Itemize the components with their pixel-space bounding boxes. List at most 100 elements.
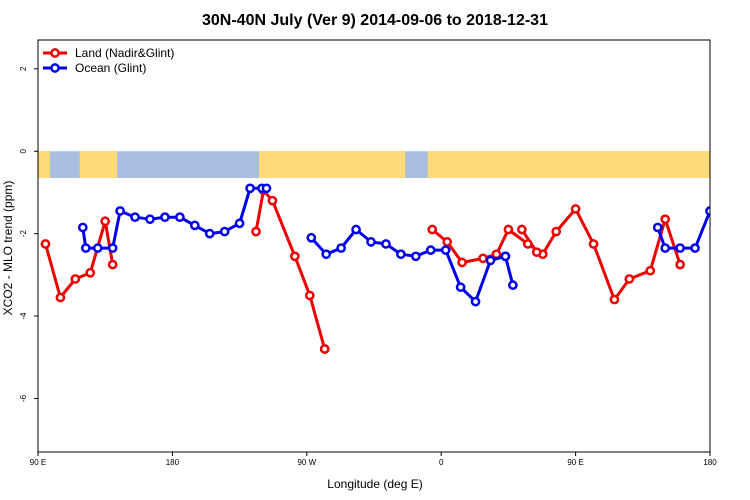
series-1-point-0-5: [130, 212, 140, 223]
series-1-point-0-6: [145, 214, 155, 225]
x-tick-label-5: 180: [703, 458, 717, 467]
series-1-point-1-11: [470, 296, 481, 307]
series-1-point-0-4: [115, 206, 125, 216]
series-1-point-0-15: [261, 183, 272, 194]
series-1-point-3-1: [660, 243, 671, 253]
series-0-point-1-0: [251, 226, 261, 237]
x-tick-label-4: 90 E: [567, 458, 583, 467]
series-1-point-1-8: [425, 245, 436, 255]
x-tick-label-3: 0: [439, 458, 444, 467]
series-0-line-0: [44, 219, 115, 299]
x-axis: 90 E 180 90 W 0 90 E 180: [30, 452, 717, 467]
series-1-point-1-10: [455, 282, 466, 293]
y-tick-label-1: 0: [19, 148, 28, 153]
series-0-point-2-9: [570, 204, 581, 214]
series-0-point-0-0: [40, 239, 51, 249]
series-1-point-1-0: [306, 232, 317, 243]
series-0-point-2-8: [551, 226, 562, 237]
series-1-point-3-3: [690, 243, 700, 253]
series-0-point-0-1: [55, 292, 66, 303]
chart-title: 30N-40N July (Ver 9) 2014-09-06 to 2018-…: [202, 12, 548, 29]
series-0-point-0-5: [107, 259, 118, 270]
series-1-point-0-10: [204, 228, 215, 239]
series-0-point-0-3: [85, 267, 96, 278]
legend-marker-0: [50, 48, 60, 58]
x-tick-label-0: 90 E: [30, 458, 46, 467]
series-1-point-3-5: [721, 212, 728, 219]
series-0-point-3-1: [516, 224, 527, 235]
series-0-point-2-14: [660, 214, 671, 225]
series-0-point-3-0: [531, 247, 542, 258]
series-0-point-2-10: [588, 239, 599, 249]
x-tick-label-1: 180: [166, 458, 180, 467]
y-tick-label-4: -6: [19, 394, 28, 402]
legend-label-1: Ocean (Glint): [75, 61, 146, 75]
series-1-point-0-3: [107, 243, 118, 253]
series-0-point-2-11: [609, 294, 620, 305]
series-1-point-3-0: [652, 222, 663, 233]
series-0-line-1: [254, 188, 327, 350]
y-tick-label-2: -2: [19, 230, 28, 238]
series-1-point-0-11: [219, 226, 230, 237]
series-1-point-0-8: [175, 212, 185, 223]
series-0-point-2-6: [522, 239, 533, 249]
map-strip: [38, 151, 710, 179]
series-1-point-1-12: [485, 255, 496, 266]
x-tick-label-2: 90 W: [297, 458, 316, 467]
legend: Land (Nadir&Glint)Ocean (Glint): [43, 46, 174, 75]
map-strip-land-2: [259, 151, 406, 179]
series-0-point-2-3: [478, 253, 488, 264]
series-1-point-1-6: [396, 249, 406, 260]
series-0-point-2-0: [427, 224, 438, 235]
series-1-point-0-7: [160, 212, 170, 223]
y-tick-label-0: 2: [19, 66, 28, 71]
x-axis-label: Longitude (deg E): [327, 477, 422, 491]
series-0-point-1-2: [267, 195, 278, 206]
series-1-point-0-2: [92, 243, 103, 253]
series-1-point-0-12: [234, 218, 245, 229]
series-0-point-0-2: [70, 274, 81, 284]
series-1-point-3-6: [736, 216, 743, 223]
series-0-point-2-13: [645, 265, 656, 276]
series-0-point-0-4: [100, 216, 111, 227]
series-1-point-1-2: [336, 243, 346, 253]
series-1-point-0-0: [77, 222, 88, 233]
map-strip-land-0: [38, 151, 50, 179]
series-0-point-2-15: [675, 259, 685, 270]
series-1-point-3-4: [705, 206, 710, 216]
plot-frame: [37, 39, 711, 453]
series-1-line-0: [81, 186, 267, 250]
series-1-point-1-1: [321, 249, 332, 260]
series-1-line-1: [310, 228, 506, 304]
series-0-line-2: [431, 207, 682, 302]
series-1-point-0-9: [189, 220, 200, 231]
series-1-point-2-1: [508, 280, 518, 290]
series-1-point-0-1: [80, 243, 91, 253]
series-1-point-1-7: [410, 251, 421, 262]
series-0-point-2-2: [457, 257, 467, 268]
series-0-point-1-3: [290, 251, 300, 262]
y-tick-label-3: -4: [19, 312, 28, 320]
series-0: [40, 185, 685, 354]
series-1-point-0-13: [245, 183, 255, 194]
series-1: [77, 183, 743, 307]
map-strip-land-4: [521, 151, 710, 179]
series-0-point-2-1: [442, 237, 453, 247]
series-layer: [40, 183, 743, 354]
y-axis-label: XCO2 - MLO trend (ppm): [1, 181, 15, 316]
series-1-point-2-0: [500, 251, 511, 262]
series-0-point-2-5: [503, 224, 514, 235]
series-1-point-1-4: [366, 237, 376, 247]
series-1-point-1-3: [351, 224, 361, 235]
map-strip-land-3: [427, 151, 524, 179]
legend-label-0: Land (Nadir&Glint): [75, 46, 174, 60]
series-1-point-3-2: [675, 243, 685, 253]
series-1-point-1-9: [440, 245, 451, 255]
series-0-point-1-4: [304, 290, 315, 301]
map-strip-land-1: [79, 151, 118, 179]
legend-marker-1: [50, 63, 60, 73]
series-0-point-1-6: [319, 344, 330, 354]
series-1-point-1-5: [381, 239, 391, 249]
y-axis: 2 0 -2 -4 -6: [19, 66, 38, 402]
